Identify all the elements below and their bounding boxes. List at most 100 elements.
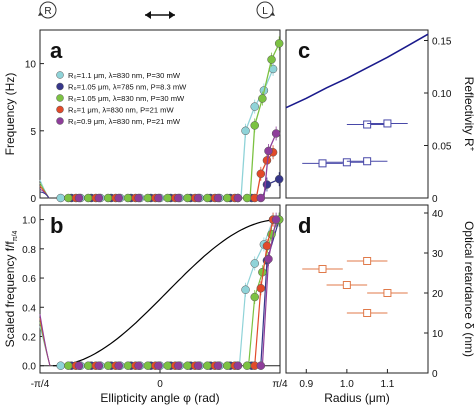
panel-d-point	[383, 289, 392, 297]
panel-b-point	[256, 361, 266, 370]
panel-c-point	[318, 159, 327, 168]
panel-d-ylabel: Optical retardance δ (nm)	[462, 221, 474, 357]
panel-b-xtick-label: -π/4	[31, 379, 50, 390]
legend-marker	[56, 105, 64, 114]
panel-b-ytick-label: 0.4	[22, 303, 36, 314]
panel-b-point	[256, 284, 266, 293]
panel-a-point	[250, 121, 259, 130]
panel-b-point	[183, 361, 192, 370]
panel-b-point	[56, 361, 65, 370]
panel-a-point	[143, 193, 153, 203]
panel-b-point	[123, 361, 133, 370]
panel-b-point	[74, 361, 84, 370]
panel-a-ytick-label: 0	[30, 194, 36, 205]
panel-a-point	[271, 129, 281, 138]
panel-a-point	[241, 126, 250, 136]
panel-d-xtick-label: 1.1	[380, 379, 394, 390]
panel-b-point	[250, 292, 259, 302]
legend-label: R₀=1.1 μm, λ=830 nm, P=30 mW	[68, 71, 181, 80]
panel-b-ylabel-sub: π/4	[12, 231, 19, 242]
legend-label: R₀=1.05 μm, λ=830 nm, P=30 mW	[68, 94, 185, 103]
panel-b-point	[193, 361, 203, 370]
panel-c-frame	[285, 29, 429, 199]
panel-b-point	[271, 215, 281, 224]
panel-a-legend: R₀=1.1 μm, λ=830 nm, P=30 mW R₀=1.05 μm, …	[56, 71, 187, 126]
panel-c-model-line	[285, 33, 429, 109]
panel-a-point	[74, 193, 84, 203]
panel-b-ytick-label: 0.2	[22, 332, 36, 343]
panel-a-point	[264, 146, 273, 156]
panel-d-point	[318, 265, 327, 273]
panel-d-ytick-label: 40	[432, 209, 444, 220]
rotation-right-arrow-icon	[38, 12, 43, 16]
panel-a-point	[134, 193, 143, 203]
panel-a-point	[183, 193, 192, 203]
panel-b-fit-curve	[254, 219, 274, 366]
rotation-left-icon	[256, 1, 274, 19]
panel-a-point	[233, 193, 243, 203]
panel-a-point	[258, 94, 267, 103]
panel-b-point	[250, 259, 259, 268]
top-markers: R L	[38, 1, 275, 19]
panel-a-point	[256, 169, 266, 179]
panel-b-edge-curve	[39, 314, 51, 366]
panel-c-ytick-label: 0	[432, 194, 438, 205]
rotation-left-arrow-icon	[270, 12, 275, 16]
panel-a-ylabel: Frequency (Hz)	[3, 73, 17, 156]
panel-d-frame	[285, 204, 429, 374]
legend-label: R₀=1.05 μm, λ=785 nm, P=8.3 mW	[68, 83, 187, 92]
panel-a-point	[267, 55, 276, 64]
panel-b-xtick-label: π/4	[272, 379, 288, 390]
panel-b-point	[64, 361, 73, 370]
panel-a-letter: a	[50, 38, 63, 63]
panel-b-point	[233, 361, 243, 370]
double-arrow-icon	[145, 11, 175, 19]
legend-marker	[56, 82, 64, 91]
panel-a-ytick-label: 5	[30, 127, 36, 138]
panel-a-point	[154, 193, 163, 203]
panel-c-point	[363, 157, 372, 166]
panel-c-ytick-label: 0.10	[432, 89, 452, 100]
legend-marker	[56, 71, 64, 79]
panel-a-point	[83, 193, 93, 203]
panel-b-point	[222, 361, 232, 370]
right-x-axis-label: Radius (μm)	[324, 391, 390, 405]
legend-label: R₀=1 μm, λ=830 nm, P=21 mW	[68, 106, 174, 115]
panel-a-point	[250, 102, 259, 111]
panel-b-point	[203, 361, 212, 370]
panel-a-point	[64, 193, 73, 203]
panel-d-point	[363, 309, 372, 317]
panel-b-ytick-label: 0.8	[22, 245, 36, 256]
panel-b-ytick-label: 1.0	[22, 216, 36, 227]
panel-d-xtick-label: 1.0	[340, 379, 354, 390]
panel-a-point	[163, 193, 172, 203]
legend-marker	[56, 117, 64, 125]
legend-label: R₀=0.9 μm, λ=830 nm, P=21 mW	[68, 117, 181, 126]
panel-c-ytick-label: 0.05	[432, 142, 452, 153]
panel-b-xtick-label: 0	[157, 379, 163, 390]
panel-b-point	[174, 361, 183, 370]
panel-a-point	[103, 193, 113, 203]
top-marker-left: R	[44, 6, 51, 17]
panel-d-point	[363, 257, 372, 265]
panel-a-point	[193, 193, 203, 203]
panel-d-ytick-label: 30	[432, 249, 444, 260]
panel-a-point	[222, 193, 232, 203]
panel-a-point	[256, 193, 266, 203]
panel-c-ytick-label: 0.15	[432, 37, 452, 48]
panel-a-point	[174, 193, 183, 203]
panel-b-point	[134, 361, 143, 370]
panel-b-ytick-label: 0.6	[22, 274, 36, 285]
panel-c-ylabel-sup: +	[468, 147, 474, 152]
panel-b-point	[241, 285, 250, 294]
panel-a-fit-curve	[255, 151, 274, 199]
panel-b-point	[262, 241, 272, 251]
panel-b-letter: b	[50, 213, 63, 238]
panel-b-point	[213, 361, 223, 370]
panel-a-point	[56, 193, 65, 203]
panel-a-point	[274, 39, 284, 48]
panel-b-point	[154, 361, 163, 370]
rotation-right-icon	[39, 1, 57, 19]
panel-b-point	[242, 361, 252, 370]
